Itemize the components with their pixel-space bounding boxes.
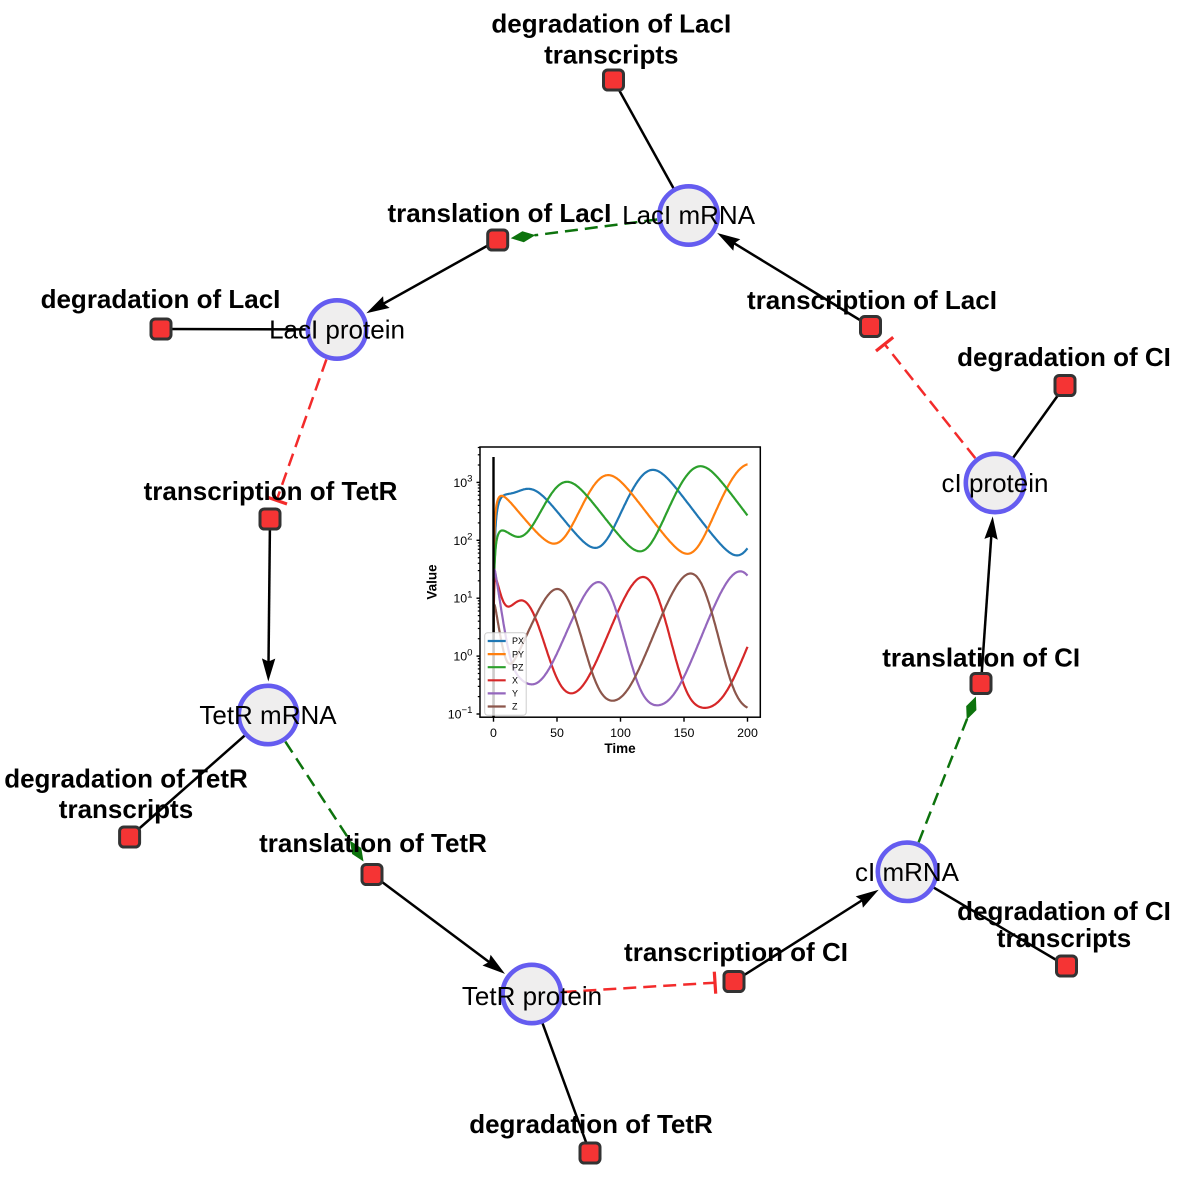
svg-text:translation of LacI: translation of LacI [387,198,611,228]
svg-text:degradation of CI: degradation of CI [957,342,1171,372]
svg-text:transcripts: transcripts [544,40,678,70]
svg-text:LacI mRNA: LacI mRNA [622,200,756,230]
svg-text:Z: Z [512,702,518,712]
svg-text:degradation of TetR: degradation of TetR [469,1109,713,1139]
svg-text:TetR mRNA: TetR mRNA [199,700,337,730]
svg-text:translation of TetR: translation of TetR [259,828,487,858]
svg-text:0: 0 [490,726,497,740]
svg-text:100: 100 [453,647,472,663]
svg-text:103: 103 [453,474,472,490]
svg-text:degradation of TetR: degradation of TetR [4,764,248,794]
svg-text:X: X [512,676,518,686]
svg-text:Y: Y [512,689,518,699]
svg-text:200: 200 [737,726,758,740]
svg-text:cI mRNA: cI mRNA [855,857,960,887]
svg-text:Time: Time [604,741,636,756]
svg-text:transcripts: transcripts [59,794,193,824]
svg-text:transcription of CI: transcription of CI [624,937,848,967]
svg-text:PY: PY [512,649,524,659]
svg-text:degradation of LacI: degradation of LacI [491,8,731,38]
svg-text:transcription of TetR: transcription of TetR [144,476,398,506]
svg-text:transcription of LacI: transcription of LacI [747,285,997,315]
svg-text:LacI protein: LacI protein [269,315,405,345]
svg-text:150: 150 [674,726,695,740]
svg-text:50: 50 [550,726,564,740]
svg-text:TetR protein: TetR protein [462,981,602,1011]
svg-text:10−1: 10−1 [448,705,473,721]
svg-text:Value: Value [425,564,440,600]
svg-text:degradation of CI: degradation of CI [957,896,1171,926]
svg-text:degradation of LacI: degradation of LacI [41,284,281,314]
svg-text:PX: PX [512,636,524,646]
svg-text:transcripts: transcripts [997,923,1131,953]
svg-text:cI protein: cI protein [942,468,1049,498]
svg-text:102: 102 [453,532,472,548]
svg-text:translation of CI: translation of CI [882,643,1080,673]
svg-text:PZ: PZ [512,662,524,672]
svg-text:101: 101 [453,589,472,605]
svg-text:100: 100 [610,726,631,740]
